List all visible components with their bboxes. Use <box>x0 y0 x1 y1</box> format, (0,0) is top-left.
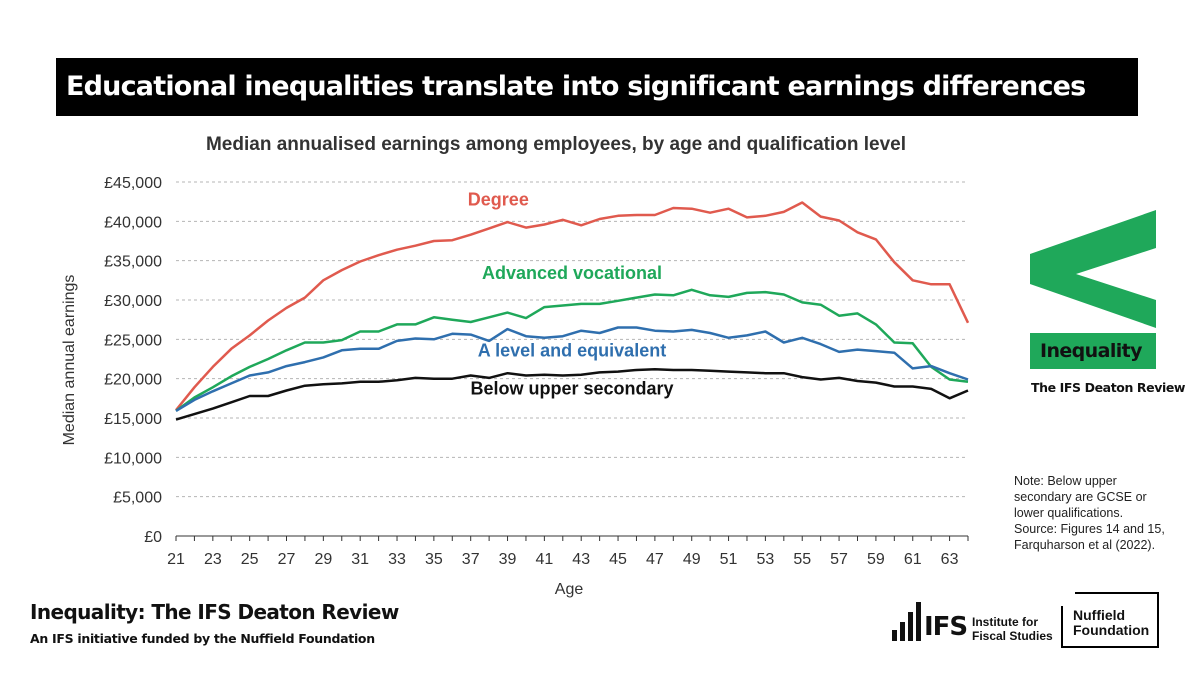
x-tick-label: 31 <box>351 551 369 568</box>
source-note: Note: Below upper secondary are GCSE or … <box>1014 473 1184 553</box>
y-tick-label: £5,000 <box>113 490 162 507</box>
x-tick-label: 57 <box>830 551 848 568</box>
y-tick-label: £35,000 <box>104 254 162 271</box>
ifs-letters: IFS <box>924 612 968 642</box>
ifs-name-line: Fiscal Studies <box>972 629 1053 643</box>
x-tick-label: 35 <box>425 551 443 568</box>
y-tick-label: £25,000 <box>104 332 162 349</box>
ifs-bars-icon <box>892 602 921 641</box>
ifs-logo: IFS Institute for Fiscal Studies <box>892 600 1053 644</box>
inequality-brand-tag: Inequality <box>1030 333 1156 369</box>
x-tick-label: 45 <box>609 551 627 568</box>
note-line: secondary are GCSE or <box>1014 490 1147 504</box>
series-label: A level and equivalent <box>478 341 666 361</box>
x-tick-label: 29 <box>314 551 332 568</box>
brand-subtitle: The IFS Deaton Review <box>1031 380 1186 395</box>
nuffield-logo: Nuffield Foundation <box>1061 592 1159 648</box>
x-tick-label: 41 <box>535 551 553 568</box>
x-tick-label: 55 <box>793 551 811 568</box>
headline: Educational inequalities translate into … <box>56 58 1138 116</box>
line-chart: £0 £5,000 £10,000 £15,000 £20,000 £25,000 £30,… <box>61 175 970 598</box>
inequality-chevron-logo <box>1030 210 1156 328</box>
y-tick-label: £10,000 <box>104 450 162 467</box>
series-line <box>175 367 969 421</box>
note-line: Source: Figures 14 and 15, <box>1014 522 1165 536</box>
y-tick-label: £20,000 <box>104 372 162 389</box>
ifs-name: Institute for Fiscal Studies <box>972 615 1057 643</box>
y-tick-label: £30,000 <box>104 293 162 310</box>
x-tick-label: 33 <box>388 551 406 568</box>
x-tick-label: 51 <box>720 551 738 568</box>
y-tick-label: £45,000 <box>104 175 162 192</box>
series-line <box>175 288 969 412</box>
x-tick-label: 63 <box>941 551 959 568</box>
x-tick-label: 47 <box>646 551 664 568</box>
y-tick-label: £0 <box>144 529 162 546</box>
x-tick-label: 49 <box>683 551 701 568</box>
nuffield-name-line: Foundation <box>1073 622 1150 638</box>
note-line: lower qualifications. <box>1014 506 1124 520</box>
footer-title: Inequality: The IFS Deaton Review <box>30 600 399 624</box>
x-tick-label: 53 <box>756 551 774 568</box>
series-label: Degree <box>468 190 529 210</box>
note-line: Note: Below upper <box>1014 474 1117 488</box>
x-tick-label: 23 <box>204 551 222 568</box>
y-tick-label: £40,000 <box>104 214 162 231</box>
x-tick-label: 27 <box>278 551 296 568</box>
x-tick-label: 37 <box>462 551 480 568</box>
x-tick-label: 43 <box>572 551 590 568</box>
x-tick-label: 21 <box>167 551 185 568</box>
series-label: Below upper secondary <box>470 378 673 398</box>
nuffield-name: Nuffield Foundation <box>1073 608 1149 638</box>
chart-title: Median annualised earnings among employe… <box>205 134 907 155</box>
series-line <box>175 326 969 412</box>
nuffield-name-line: Nuffield <box>1073 607 1126 623</box>
note-line: Farquharson et al (2022). <box>1014 538 1156 552</box>
ifs-name-line: Institute for <box>972 615 1038 629</box>
x-tick-label: 39 <box>499 551 517 568</box>
nuffield-notch-shape <box>1061 592 1075 606</box>
x-tick-label: 59 <box>867 551 885 568</box>
x-axis-title: Age <box>555 581 584 598</box>
x-tick-label: 25 <box>241 551 259 568</box>
series-line <box>175 201 970 411</box>
series-label: Advanced vocational <box>482 263 662 283</box>
y-axis-title: Median annual earnings <box>61 275 78 446</box>
footer-subtitle: An IFS initiative funded by the Nuffield… <box>30 631 375 646</box>
y-tick-label: £15,000 <box>104 411 162 428</box>
x-tick-label: 61 <box>904 551 922 568</box>
